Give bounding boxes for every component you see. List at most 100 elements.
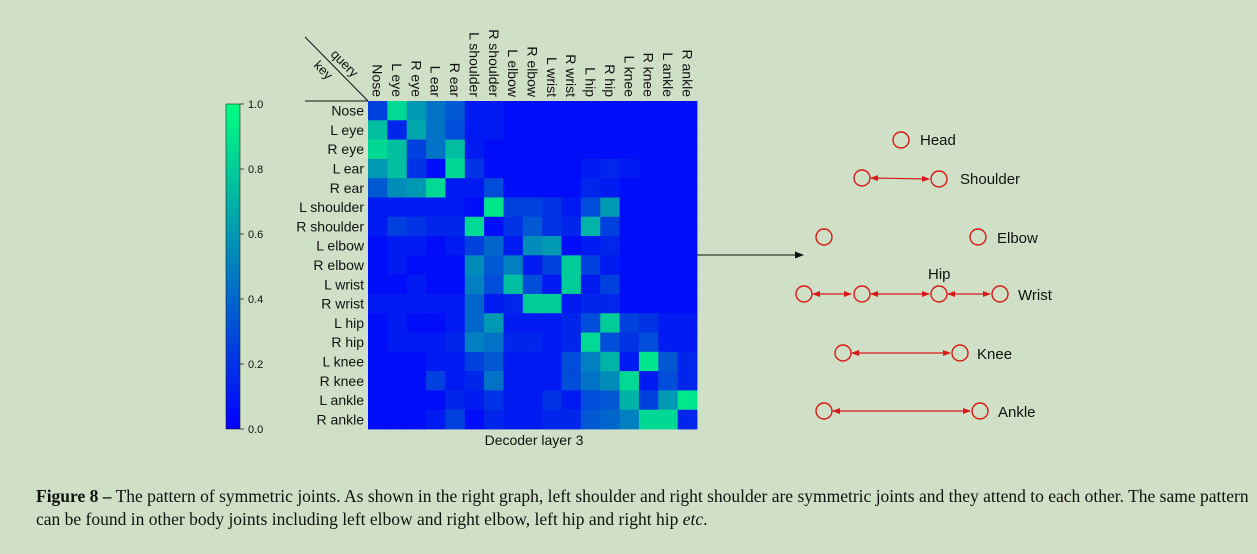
heatmap-cell-l-shoulder-l-hip [580,197,601,218]
heatmap-cell-l-eye-l-knee [619,120,640,140]
heatmap-cell-l-knee-l-ear [426,351,446,372]
heatmap-cell-r-ankle-r-hip [600,409,620,430]
x-axis-label: Decoder layer 3 [485,432,584,448]
heatmap-cell-l-ear-r-eye [406,158,427,179]
heatmap-cell-l-ear-r-ankle [677,158,698,179]
heatmap-cell-r-shoulder-r-elbow [522,216,543,237]
corner-label-query: query [328,47,362,81]
heatmap-cell-l-ankle-l-elbow [503,390,524,411]
heatmap-cell-r-ear-r-eye [406,178,427,198]
heatmap-cell-l-hip-r-wrist [561,313,582,333]
column-label-l-ankle: L ankle [660,52,676,97]
heatmap-cell-r-elbow-l-shoulder [464,255,485,276]
heatmap-cell-l-shoulder-l-ear [426,197,446,218]
heatmap-cell-l-elbow-l-hip [580,236,601,256]
heatmap-cell-l-wrist-l-shoulder [464,274,485,295]
heatmap-cell-l-elbow-l-ankle [658,236,679,256]
heatmap-cell-l-ankle-r-elbow [522,390,543,411]
heatmap-cell-nose-l-elbow [503,101,524,121]
heatmap-cell-l-elbow-l-wrist [542,236,562,256]
heatmap-cell-r-wrist-l-ear [426,293,446,314]
column-label-r-ankle: R ankle [679,50,695,98]
heatmap-cell-r-shoulder-r-ankle [677,216,698,237]
column-label-r-shoulder: R shoulder [486,29,502,97]
heatmap-cell-r-shoulder-r-shoulder [484,216,504,237]
heatmap-cell-l-ear-l-hip [580,158,601,179]
row-label-l-knee: L knee [322,353,364,369]
heatmap-cell-nose-r-hip [600,101,620,121]
heatmap-cell-l-hip-l-hip [580,313,601,333]
heatmap-cell-r-shoulder-r-wrist [561,216,582,237]
column-label-r-elbow: R elbow [525,46,541,97]
heatmap-cell-r-ankle-r-shoulder [484,409,504,430]
label-hip: Hip [928,266,951,283]
heatmap-cell-l-ankle-l-ear [426,390,446,411]
heatmap-cell-r-ear-r-ankle [677,178,698,198]
heatmap-cell-r-wrist-l-hip [580,293,601,314]
heatmap-cell-r-hip-l-shoulder [464,332,485,353]
column-label-l-wrist: L wrist [544,57,560,97]
heatmap-cell-l-knee-r-shoulder [484,351,504,372]
heatmap-cell-r-ankle-r-ear [445,409,466,430]
column-label-l-knee: L knee [621,55,637,97]
heatmap-cell-l-wrist-l-wrist [542,274,562,295]
heatmap-cell-l-wrist-l-knee [619,274,640,295]
colorbar-tick-label: 0.6 [248,229,263,241]
heatmap-cell-l-eye-r-knee [638,120,659,140]
heatmap-cell-l-knee-r-elbow [522,351,543,372]
heatmap-cell-l-eye-r-ear [445,120,466,140]
heatmap-cell-r-ear-l-wrist [542,178,562,198]
heatmap-cell-r-wrist-nose [368,293,388,314]
heatmap-cell-l-hip-r-hip [600,313,620,333]
heatmap-cell-l-ear-r-ear [445,158,466,179]
heatmap-cell-r-elbow-l-knee [619,255,640,276]
heatmap-cell-r-wrist-r-ear [445,293,466,314]
row-label-l-ear: L ear [333,161,365,177]
heatmap-cell-r-shoulder-l-hip [580,216,601,237]
heatmap-cell-r-ear-l-knee [619,178,640,198]
colorbar: 0.0 0.2 0.4 0.6 0.8 1.0 [225,99,263,436]
heatmap-cell-l-wrist-l-ankle [658,274,679,295]
heatmap-cell-r-eye-r-ankle [677,139,698,160]
heatmap-cell-l-shoulder-l-knee [619,197,640,218]
heatmap-cell-l-hip-l-eye [387,313,408,333]
colorbar-ticks: 0.0 0.2 0.4 0.6 0.8 1.0 [240,99,263,436]
heatmap-cell-l-elbow-r-knee [638,236,659,256]
heatmap-cell-r-wrist-l-elbow [503,293,524,314]
heatmap-cell-r-eye-l-elbow [503,139,524,160]
heatmap-cell-l-eye-l-wrist [542,120,562,140]
column-label-r-eye: R eye [408,60,424,97]
heatmap-cell-r-elbow-l-wrist [542,255,562,276]
heatmap-cell-r-ankle-r-wrist [561,409,582,430]
heatmap-cell-l-eye-r-hip [600,120,620,140]
column-label-l-eye: L eye [389,63,405,97]
row-labels: Nose L eye R eye L ear R ear L shoulder R shou… [296,103,365,428]
heatmap-cell-r-shoulder-l-knee [619,216,640,237]
heatmap-cell-r-wrist-l-knee [619,293,640,314]
heatmap-cell-l-shoulder-nose [368,197,388,218]
heatmap-cell-nose-l-wrist [542,101,562,121]
heatmap-cell-r-wrist-l-eye [387,293,408,314]
heatmap-cell-l-knee-nose [368,351,388,372]
heatmap-cell-r-ear-l-eye [387,178,408,198]
heatmap-cell-l-knee-l-shoulder [464,351,485,372]
heatmap-cell-r-eye-l-eye [387,139,408,160]
column-label-l-elbow: L elbow [505,49,521,98]
heatmap-cell-r-wrist-r-elbow [522,293,543,314]
heatmap-cell-l-hip-r-ankle [677,313,698,333]
heatmap-cell-l-shoulder-r-shoulder [484,197,504,218]
heatmap-cell-l-hip-r-elbow [522,313,543,333]
heatmap-cell-r-ankle-l-shoulder [464,409,485,430]
heatmap-cell-l-knee-r-ear [445,351,466,372]
heatmap-cell-l-wrist-r-ankle [677,274,698,295]
heatmap-cell-r-ear-r-ear [445,178,466,198]
row-label-l-eye: L eye [330,122,364,138]
shoulder-arrow [870,175,930,182]
heatmap-cell-l-elbow-l-knee [619,236,640,256]
heatmap-cell-l-ear-l-wrist [542,158,562,179]
heatmap-cell-r-hip-r-ear [445,332,466,353]
caption-end: . [703,509,708,529]
heatmap-cell-r-shoulder-nose [368,216,388,237]
joint-left-wrist [795,285,813,303]
